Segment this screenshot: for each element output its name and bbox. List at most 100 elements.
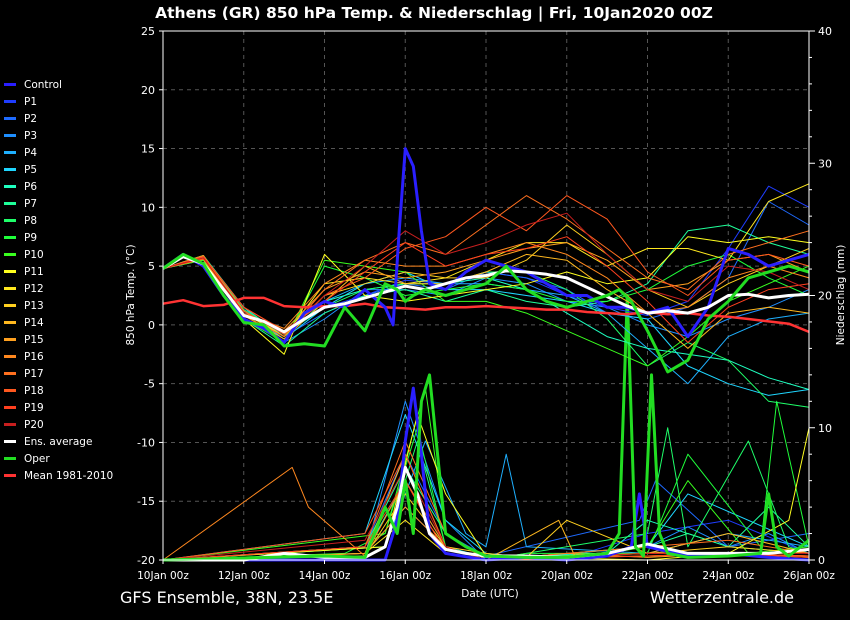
legend-label: Mean 1981-2010 — [24, 469, 114, 482]
legend-label: P7 — [24, 197, 38, 210]
precip-line-oper — [162, 294, 810, 562]
temp-line-p11 — [162, 236, 810, 355]
y2-tick-label: 30 — [818, 157, 832, 170]
legend-item: P5 — [4, 161, 129, 178]
legend-swatch — [4, 168, 16, 171]
legend-item: P17 — [4, 365, 129, 382]
legend-swatch — [4, 117, 16, 120]
legend-label: P10 — [24, 248, 44, 261]
legend-item: P19 — [4, 399, 129, 416]
legend-label: P12 — [24, 282, 44, 295]
legend-item: P10 — [4, 246, 129, 263]
y-tick-label: 0 — [148, 319, 155, 332]
legend-item: P11 — [4, 263, 129, 280]
y-tick-label: -15 — [137, 495, 155, 508]
legend-item: Oper — [4, 450, 129, 467]
legend-swatch — [4, 287, 16, 290]
legend-label: P8 — [24, 214, 38, 227]
legend-swatch — [4, 219, 16, 222]
legend-item: P18 — [4, 382, 129, 399]
legend-label: P11 — [24, 265, 44, 278]
legend-label: P18 — [24, 384, 44, 397]
x-tick-label: 16Jan 00z — [379, 570, 431, 582]
y-tick-label: 25 — [141, 25, 155, 38]
legend-swatch — [4, 83, 16, 86]
x-tick-label: 12Jan 00z — [218, 570, 270, 582]
y-tick-label: -20 — [137, 554, 155, 567]
legend-item: P12 — [4, 280, 129, 297]
legend-label: P17 — [24, 367, 44, 380]
legend-swatch — [4, 372, 16, 375]
footer-source: Wetterzentrale.de — [649, 588, 794, 607]
legend-item: Control — [4, 76, 129, 93]
temperature-lines — [162, 147, 810, 408]
temp-line-p17 — [162, 195, 810, 338]
legend-swatch — [4, 253, 16, 256]
legend-label: P9 — [24, 231, 38, 244]
x-tick-label: 14Jan 00z — [299, 570, 351, 582]
legend-item: P15 — [4, 331, 129, 348]
legend: Control P1 P2 P3 P4 P5 P6 P7 P8 P9 P10 P11 P12 P13 P14… — [4, 76, 129, 484]
y2-tick-label: 10 — [818, 422, 832, 435]
legend-swatch — [4, 100, 16, 103]
axis-ticks: 25 20 15 10 5 0 -5 -10 -15 -20 40 30 20 10 0 10Jan 00z 1… — [137, 25, 835, 582]
legend-label: Oper — [24, 452, 50, 465]
legend-swatch — [4, 270, 16, 273]
y2-axis-label: Niederschlag (mm) — [835, 245, 847, 346]
legend-label: P20 — [24, 418, 44, 431]
legend-item: P4 — [4, 144, 129, 161]
legend-item: P9 — [4, 229, 129, 246]
y-tick-label: -5 — [144, 378, 155, 391]
legend-swatch — [4, 457, 16, 460]
x-axis-label: Date (UTC) — [461, 588, 518, 600]
legend-swatch — [4, 423, 16, 426]
legend-item: P20 — [4, 416, 129, 433]
legend-swatch — [4, 185, 16, 188]
legend-swatch — [4, 236, 16, 239]
y-tick-label: -10 — [137, 436, 155, 449]
temp-line-oper — [162, 252, 810, 374]
legend-item: P6 — [4, 178, 129, 195]
precipitation-lines — [162, 294, 810, 562]
legend-swatch — [4, 474, 16, 477]
legend-swatch — [4, 134, 16, 137]
y-tick-label: 10 — [141, 201, 155, 214]
legend-swatch — [4, 406, 16, 409]
legend-swatch — [4, 355, 16, 358]
legend-label: P15 — [24, 333, 44, 346]
legend-item: P8 — [4, 212, 129, 229]
legend-item: P3 — [4, 127, 129, 144]
legend-label: P16 — [24, 350, 44, 363]
temp-line-ens-average — [162, 255, 810, 334]
legend-item: P7 — [4, 195, 129, 212]
y-axis-label: 850 hPa Temp. (°C) — [125, 244, 137, 345]
legend-label: P13 — [24, 299, 44, 312]
legend-label: P2 — [24, 112, 38, 125]
legend-item: P16 — [4, 348, 129, 365]
y-tick-label: 15 — [141, 143, 155, 156]
legend-item: Ens. average — [4, 433, 129, 450]
x-tick-label: 18Jan 00z — [460, 570, 512, 582]
legend-swatch — [4, 151, 16, 154]
temp-line-p13 — [162, 224, 810, 338]
y2-tick-label: 40 — [818, 25, 832, 38]
legend-label: P3 — [24, 129, 38, 142]
x-tick-label: 10Jan 00z — [137, 570, 189, 582]
legend-swatch — [4, 338, 16, 341]
legend-swatch — [4, 202, 16, 205]
footer-model-location: GFS Ensemble, 38N, 23.5E — [120, 588, 334, 607]
temp-line-control — [162, 147, 810, 344]
x-tick-label: 20Jan 00z — [541, 570, 593, 582]
y-tick-label: 20 — [141, 84, 155, 97]
legend-item: P14 — [4, 314, 129, 331]
legend-swatch — [4, 321, 16, 324]
legend-label: P14 — [24, 316, 44, 329]
legend-label: P19 — [24, 401, 44, 414]
chart-title: Athens (GR) 850 hPa Temp. & Niederschlag… — [155, 4, 713, 23]
legend-swatch — [4, 304, 16, 307]
legend-swatch — [4, 389, 16, 392]
legend-item: P1 — [4, 93, 129, 110]
legend-label: Ens. average — [24, 435, 93, 448]
legend-label: P1 — [24, 95, 38, 108]
